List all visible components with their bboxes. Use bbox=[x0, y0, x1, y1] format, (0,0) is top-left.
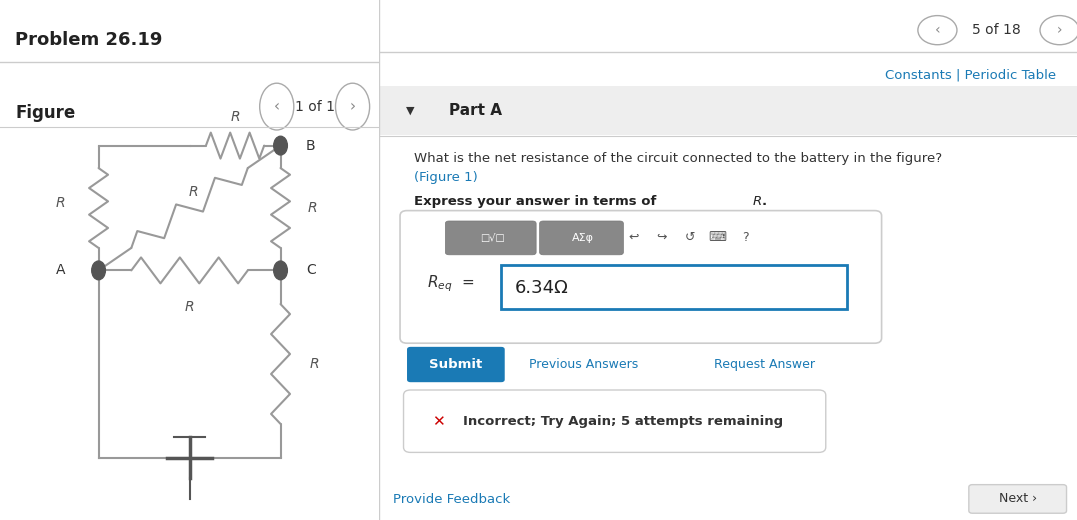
Text: 6.34Ω: 6.34Ω bbox=[515, 279, 569, 296]
Text: ‹: ‹ bbox=[274, 99, 280, 114]
Text: $R_{eq}$  =: $R_{eq}$ = bbox=[426, 273, 474, 294]
Text: R: R bbox=[230, 110, 240, 124]
Text: What is the net resistance of the circuit connected to the battery in the figure: What is the net resistance of the circui… bbox=[414, 152, 942, 165]
Text: Express your answer in terms of: Express your answer in terms of bbox=[414, 194, 661, 207]
Circle shape bbox=[92, 261, 106, 280]
Text: Part A: Part A bbox=[449, 103, 502, 118]
Text: 1 of 1: 1 of 1 bbox=[295, 100, 335, 113]
Text: R: R bbox=[310, 357, 320, 371]
Text: Previous Answers: Previous Answers bbox=[529, 358, 639, 371]
Text: B: B bbox=[306, 139, 316, 152]
Text: Request Answer: Request Answer bbox=[714, 358, 815, 371]
Text: R: R bbox=[308, 201, 318, 215]
Text: Figure: Figure bbox=[15, 104, 75, 122]
Text: ›: › bbox=[350, 99, 355, 114]
FancyBboxPatch shape bbox=[969, 485, 1066, 513]
Text: ▼: ▼ bbox=[406, 106, 415, 116]
Text: 5 of 18: 5 of 18 bbox=[973, 23, 1021, 37]
Text: Incorrect; Try Again; 5 attempts remaining: Incorrect; Try Again; 5 attempts remaini… bbox=[463, 415, 783, 427]
FancyBboxPatch shape bbox=[540, 221, 624, 255]
Text: ›: › bbox=[1057, 23, 1062, 37]
FancyBboxPatch shape bbox=[404, 390, 826, 452]
Text: ↺: ↺ bbox=[684, 231, 695, 244]
Text: $R$.: $R$. bbox=[753, 194, 768, 207]
Text: Next ›: Next › bbox=[998, 492, 1037, 505]
Text: A: A bbox=[56, 264, 66, 277]
FancyBboxPatch shape bbox=[400, 211, 882, 343]
Text: C: C bbox=[306, 264, 316, 277]
Text: (Figure 1): (Figure 1) bbox=[414, 171, 478, 184]
Circle shape bbox=[274, 136, 288, 155]
Text: ⌨: ⌨ bbox=[709, 231, 727, 244]
Text: □√□: □√□ bbox=[479, 232, 504, 243]
Text: ‹: ‹ bbox=[935, 23, 940, 37]
Text: R: R bbox=[185, 300, 194, 314]
FancyBboxPatch shape bbox=[407, 347, 505, 382]
Text: ?: ? bbox=[742, 231, 749, 244]
Text: ✕: ✕ bbox=[432, 414, 445, 428]
Text: Problem 26.19: Problem 26.19 bbox=[15, 31, 163, 49]
Text: R: R bbox=[188, 186, 198, 199]
Text: Provide Feedback: Provide Feedback bbox=[393, 493, 510, 505]
Circle shape bbox=[274, 261, 288, 280]
Text: ΑΣφ: ΑΣφ bbox=[572, 232, 593, 243]
Text: Submit: Submit bbox=[430, 358, 482, 371]
FancyBboxPatch shape bbox=[446, 221, 536, 255]
Text: ↪: ↪ bbox=[657, 231, 667, 244]
Text: ↩: ↩ bbox=[629, 231, 639, 244]
FancyBboxPatch shape bbox=[501, 265, 847, 309]
Text: R: R bbox=[56, 196, 66, 210]
Text: Constants | Periodic Table: Constants | Periodic Table bbox=[885, 69, 1057, 82]
FancyBboxPatch shape bbox=[379, 86, 1077, 135]
